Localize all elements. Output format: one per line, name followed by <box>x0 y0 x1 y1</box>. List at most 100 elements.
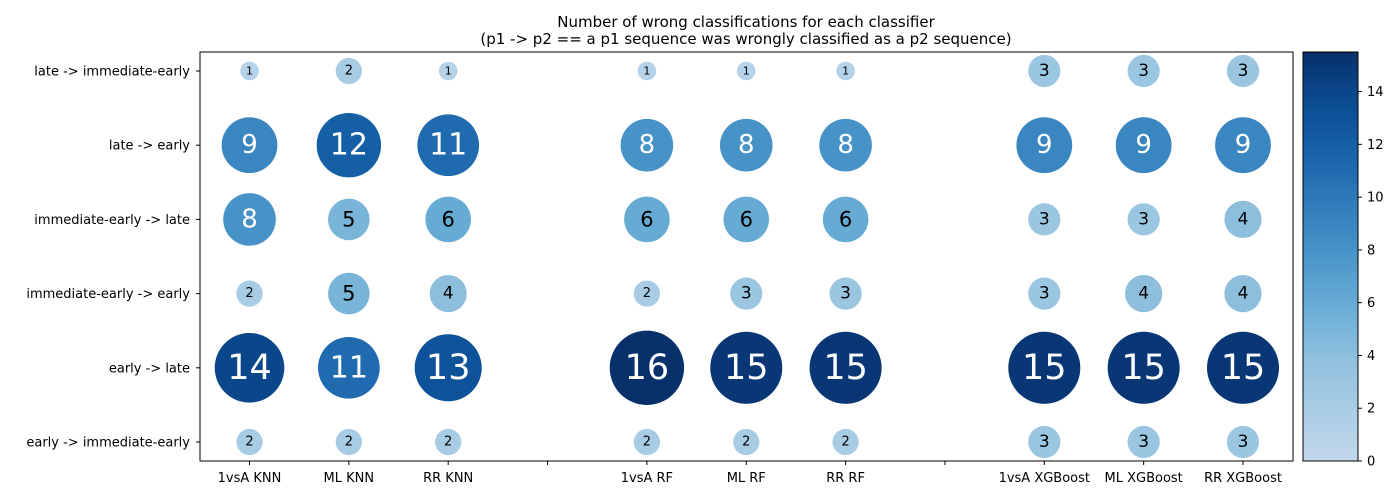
bubble-label: 3 <box>1138 432 1149 452</box>
bubble-label: 2 <box>245 435 253 450</box>
bubble <box>1016 117 1073 174</box>
bubble-label: 9 <box>1235 130 1252 160</box>
bubble <box>1008 331 1081 404</box>
bubble <box>414 334 482 402</box>
bubble <box>1226 425 1260 459</box>
bubble-label: 15 <box>1221 348 1266 388</box>
bubble <box>730 277 763 310</box>
bubble <box>318 336 380 399</box>
bubble <box>221 117 278 174</box>
bubble-label: 9 <box>1036 130 1053 160</box>
bubble <box>1224 200 1262 238</box>
bubble <box>214 333 285 403</box>
x-tick-label: RR RF <box>826 471 865 486</box>
colorbar-tick-label: 14 <box>1367 85 1384 100</box>
bubble <box>1028 54 1061 88</box>
colorbar-axis: 0 2 4 6 8 10 12 14 <box>1358 85 1384 470</box>
bubble <box>335 57 363 85</box>
bubble-label: 6 <box>442 207 455 231</box>
bubble-label: 2 <box>643 435 651 450</box>
bubble-label: 5 <box>342 282 355 306</box>
colorbar-tick-label: 6 <box>1367 296 1375 311</box>
bubble-label: 14 <box>227 348 272 388</box>
bubble-label: 8 <box>241 204 258 234</box>
bubble-label: 5 <box>342 207 355 231</box>
bubble <box>733 428 760 456</box>
bubble-label: 3 <box>1039 432 1050 452</box>
x-tick-label: ML RF <box>727 471 766 486</box>
bubble <box>236 280 263 307</box>
bubble-label: 2 <box>742 435 750 450</box>
y-tick-label: immediate-early -> late <box>34 213 190 228</box>
bubble-label: 3 <box>1039 61 1050 81</box>
bubble-label: 2 <box>245 286 253 301</box>
bubble <box>1127 54 1160 88</box>
bubble <box>316 112 382 178</box>
bubble-label: 3 <box>840 284 851 304</box>
bubble <box>736 61 756 81</box>
bubble-label: 2 <box>345 64 353 79</box>
bubble <box>1028 277 1061 310</box>
x-axis: 1vsA KNN ML KNN RR KNN 1vsA RF ML RF RR RF 1vs… <box>218 461 1282 486</box>
bubble <box>723 196 770 243</box>
bubble-label: 3 <box>1039 209 1050 229</box>
bubble-label: 1 <box>743 65 750 78</box>
bubble-label: 3 <box>741 284 752 304</box>
bubble <box>1127 203 1160 236</box>
bubble-label: 13 <box>426 348 471 388</box>
bubble <box>819 118 872 172</box>
bubble-label: 3 <box>1238 61 1249 81</box>
bubble-label: 11 <box>330 350 368 385</box>
colorbar-tick-label: 8 <box>1367 243 1375 258</box>
bubble-label: 15 <box>724 348 769 388</box>
colorbar-tick-label: 0 <box>1367 455 1375 470</box>
bubble <box>1215 117 1271 174</box>
bubble-label: 1 <box>643 65 650 78</box>
colorbar <box>1302 51 1359 462</box>
bubble <box>1206 331 1280 404</box>
bubble <box>1115 117 1172 174</box>
bubble-label: 4 <box>1138 284 1149 304</box>
x-tick-label: 1vsA KNN <box>218 471 282 486</box>
bubble <box>1224 275 1262 313</box>
bubble-label: 9 <box>1135 130 1152 160</box>
x-tick-label: RR XGBoost <box>1204 471 1282 486</box>
y-tick-label: early -> immediate-early <box>26 436 190 451</box>
colorbar-tick-label: 10 <box>1367 191 1384 206</box>
colorbar-tick-label: 4 <box>1367 349 1375 364</box>
bubble-label: 8 <box>837 130 854 160</box>
bubble <box>809 331 882 404</box>
bubble-label: 12 <box>330 128 368 163</box>
bubble <box>435 428 462 456</box>
bubble <box>425 196 471 243</box>
y-tick-label: late -> early <box>109 139 190 154</box>
bubble-label: 15 <box>1121 348 1166 388</box>
bubble <box>620 118 674 172</box>
y-tick-label: early -> late <box>109 361 190 376</box>
bubble <box>829 277 862 310</box>
bubble-label: 4 <box>1238 209 1249 229</box>
colorbar-tick-label: 12 <box>1367 138 1384 153</box>
bubble-label: 6 <box>640 207 653 231</box>
bubble <box>1028 203 1061 236</box>
bubble <box>1107 331 1180 404</box>
x-tick-label: ML XGBoost <box>1105 471 1183 486</box>
bubble-label: 2 <box>643 286 651 301</box>
bubble <box>328 272 370 315</box>
bubble-label: 3 <box>1039 284 1050 304</box>
bubble-label: 11 <box>429 128 467 163</box>
bubble-label: 4 <box>1238 284 1249 304</box>
chart-subtitle: (p1 -> p2 == a p1 sequence was wrongly c… <box>480 30 1011 48</box>
bubble-label: 2 <box>345 435 353 450</box>
bubble-label: 2 <box>444 435 452 450</box>
bubble-label: 9 <box>241 130 258 160</box>
bubble <box>633 280 661 307</box>
bubbles-layer: 1 2 1 1 1 1 3 3 39 12 11 8 8 8 9 9 98 5 6 6 6 6 3 3 42 5 4 2 3 3 3 4 414… <box>214 54 1280 459</box>
x-tick-label: 1vsA RF <box>621 471 673 486</box>
bubble <box>335 428 363 456</box>
bubble <box>328 198 370 241</box>
bubble <box>1125 275 1163 313</box>
bubble <box>223 193 276 246</box>
